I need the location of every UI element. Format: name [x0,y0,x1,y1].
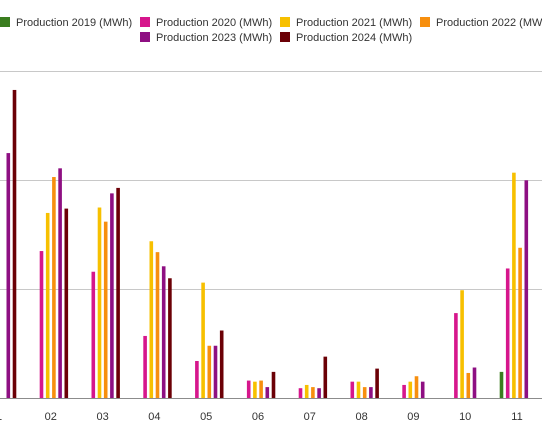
bar-4-7 [369,387,373,398]
bar-2-8 [408,381,413,398]
bar-3-6 [311,387,315,398]
bar-1-9 [454,313,458,398]
bar-5-7 [375,368,379,398]
bar-3-4 [207,345,212,398]
bar-2-2 [97,207,102,398]
x-tick-label: 11 [511,411,522,423]
bar-4-0 [6,153,11,398]
x-tick-label: 10 [459,411,471,423]
bar-2-6 [304,384,309,398]
legend-swatch-5 [280,32,290,42]
bar-4-8 [420,381,425,398]
legend-label-4: Production 2023 (MWh) [156,32,272,44]
bar-1-6 [298,388,303,398]
bar-1-3 [143,335,147,398]
bar-5-3 [168,278,172,398]
bar-4-9 [472,367,477,398]
bar-2-4 [201,282,205,398]
bar-5-0 [12,89,17,398]
bar-4-5 [265,387,270,398]
legend-swatch-2 [280,17,290,27]
bar-2-10 [512,172,516,398]
legend-label-0: Production 2019 (MWh) [16,17,132,29]
bar-5-1 [64,208,69,398]
legend-swatch-0 [0,17,10,27]
bar-3-9 [466,372,471,398]
legend-label-2: Production 2021 (MWh) [296,17,412,29]
bar-3-2 [103,221,108,398]
bar-2-1 [45,212,50,398]
x-tick-label: 05 [200,411,212,423]
bar-5-4 [219,330,224,398]
legend-swatch-4 [140,32,150,42]
legend-swatch-3 [420,17,430,27]
legend-label-5: Production 2024 (MWh) [296,32,412,44]
bar-2-5 [253,381,257,398]
bar-3-7 [362,387,367,398]
bar-4-4 [213,345,218,398]
bar-4-2 [110,193,114,398]
bar-5-5 [271,371,276,398]
x-tick-label: 02 [45,411,57,423]
bar-3-1 [52,177,56,398]
bar-3-5 [259,380,263,398]
legend-swatch-1 [140,17,150,27]
bar-4-10 [524,180,529,398]
bar-1-1 [39,251,44,398]
x-tick-label: 08 [355,411,367,423]
x-tick-label: 09 [407,411,419,423]
bar-4-1 [58,168,62,398]
bar-5-2 [116,187,120,398]
bar-2-3 [149,241,154,398]
bar-4-3 [161,266,166,398]
bar-3-3 [155,252,160,398]
legend-label-3: Production 2022 (MWh) [436,17,542,29]
bar-1-7 [350,381,355,398]
bar-1-10 [505,268,510,398]
bar-4-6 [317,388,321,398]
bar-1-2 [91,271,96,398]
bar-1-4 [195,360,199,398]
bar-1-8 [402,384,406,398]
bar-2-9 [460,290,464,398]
bar-5-6 [323,356,328,398]
legend-label-1: Production 2020 (MWh) [156,17,272,29]
x-tick-label: 07 [304,411,316,423]
x-tick-label: 03 [96,411,108,423]
x-tick-label: 06 [252,411,264,423]
bar-2-7 [356,381,361,398]
bar-0-10 [499,371,504,398]
bar-3-10 [518,247,522,398]
x-tick-label: 04 [148,411,160,423]
x-tick-label: 1 [0,411,2,423]
bar-3-8 [414,376,419,398]
bar-1-5 [246,380,251,398]
